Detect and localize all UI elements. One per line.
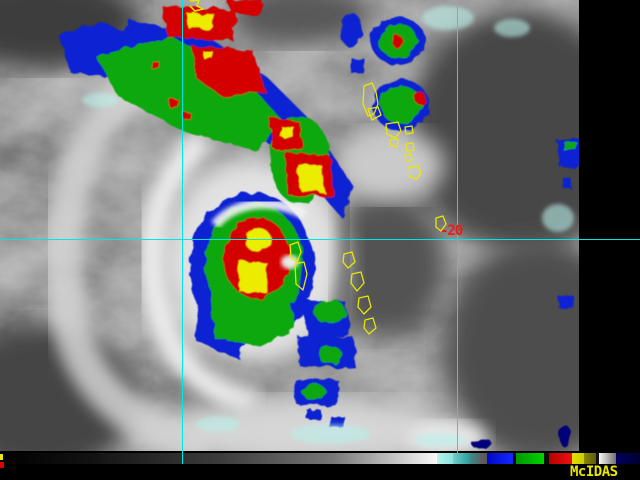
- storm-position-label: -20: [440, 223, 463, 239]
- colorbar-segment: [549, 453, 572, 464]
- coastline-overlay: [289, 82, 447, 335]
- frame-number: 1: [80, 477, 89, 480]
- enhancement-layer: [58, 0, 584, 450]
- satellite-scene: [0, 0, 640, 451]
- colorbar-segment: [220, 453, 335, 464]
- data-gap-black-column: [579, 0, 640, 451]
- grid-line-vertical-east: [457, 0, 458, 464]
- colorbar-segment: [0, 453, 100, 464]
- colorbar-segment: [487, 453, 513, 464]
- colorbar-segment: [335, 453, 437, 464]
- colorbar-segment: [616, 453, 640, 464]
- colorbar-segment: [437, 453, 453, 464]
- grid-line-vertical-west: [182, 0, 183, 464]
- mcidas-brand: McIDAS: [570, 464, 618, 480]
- satellite-image[interactable]: [0, 0, 640, 451]
- pale-cyan-layer: [82, 6, 574, 447]
- image-info-text: 0001 HIMAWARI-8 13 5 MAR 21064 213000 10…: [98, 477, 604, 480]
- yellow-frame-tick-icon: [0, 454, 3, 460]
- grid-line-horizontal: [0, 239, 640, 240]
- status-text-line: 1 0001 HIMAWARI-8 13 5 MAR 21064 213000 1…: [26, 465, 604, 480]
- colorbar-segment: [513, 453, 516, 464]
- status-bar: 1 0001 HIMAWARI-8 13 5 MAR 21064 213000 1…: [0, 451, 640, 480]
- colorbar-segment: [453, 453, 470, 464]
- colorbar-segment: [516, 453, 544, 464]
- colorbar-segment: [599, 453, 616, 464]
- red-frame-tick-icon: [0, 462, 4, 468]
- colorbar-segment: [480, 453, 487, 464]
- enhancement-colorbar[interactable]: [0, 453, 640, 464]
- clipped-top-glyph: [189, 0, 206, 12]
- colorbar-segment: [470, 453, 480, 464]
- colorbar-segment: [596, 453, 599, 464]
- colorbar-segment: [100, 453, 220, 464]
- colorbar-segment: [544, 453, 549, 464]
- colorbar-segment: [572, 453, 584, 464]
- colorbar-segment: [584, 453, 596, 464]
